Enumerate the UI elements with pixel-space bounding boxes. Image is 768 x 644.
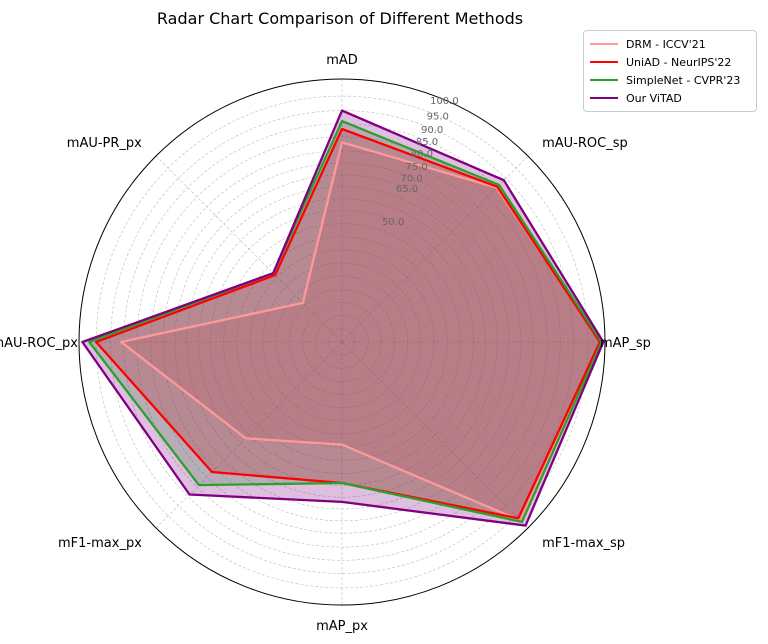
legend-swatch-simplenet — [590, 79, 618, 81]
legend-label-uniad: UniAD - NeurIPS'22 — [626, 55, 732, 69]
grid-ring — [328, 328, 356, 356]
radar-series — [81, 109, 605, 527]
radial-tick-label: 80.0 — [411, 149, 433, 160]
grid-ring — [223, 223, 461, 461]
axis-label-6: mAU-ROC_px — [0, 336, 78, 351]
legend-label-vitad: Our ViTAD — [626, 91, 682, 105]
series-line-3 — [81, 109, 605, 527]
legend: DRM - ICCV'21 UniAD - NeurIPS'22 SimpleN… — [583, 30, 757, 112]
axis-label-5: mF1-max_px — [58, 536, 142, 551]
axis-label-4: mAP_px — [316, 619, 368, 634]
outer-ring — [78, 78, 606, 606]
axis-label-1: mAU-ROC_sp — [542, 136, 628, 151]
legend-label-simplenet: SimpleNet - CVPR'23 — [626, 73, 741, 87]
radial-tick-label: 90.0 — [421, 125, 443, 136]
radar-axis-labels: mAD mAU-ROC_sp mAP_sp mF1-max_sp mAP_px mF1-m… — [0, 53, 651, 634]
legend-item-drm: DRM - ICCV'21 — [590, 35, 750, 53]
legend-swatch-drm — [590, 43, 618, 45]
radial-tick-label: 95.0 — [427, 112, 449, 123]
legend-item-uniad: UniAD - NeurIPS'22 — [590, 53, 750, 71]
axis-label-3: mF1-max_sp — [542, 536, 625, 551]
radar-tick-labels: 50.0 65.070.075.0 80.085.090.0 95.0 100.0 — [382, 96, 459, 228]
radial-tick-label: 50.0 — [382, 217, 404, 228]
radial-tick-label: 75.0 — [405, 162, 427, 173]
legend-swatch-uniad — [590, 61, 618, 63]
radial-tick-label: 85.0 — [416, 137, 438, 148]
radar-grid — [78, 78, 606, 606]
grid-spoke — [155, 155, 343, 343]
grid-ring — [302, 302, 382, 382]
legend-item-simplenet: SimpleNet - CVPR'23 — [590, 71, 750, 89]
axis-label-0: mAD — [326, 53, 358, 68]
radial-tick-label: 70.0 — [400, 173, 422, 184]
grid-spoke — [341, 341, 529, 529]
grid-ring — [162, 162, 522, 522]
chart-title: Radar Chart Comparison of Different Meth… — [157, 9, 523, 28]
series-area-0 — [121, 142, 602, 521]
axis-label-2: mAP_sp — [600, 336, 651, 351]
grid-spoke — [155, 341, 343, 529]
axis-label-7: mAU-PR_px — [67, 136, 142, 151]
grid-ring — [262, 262, 422, 422]
grid-spoke — [341, 155, 529, 343]
legend-swatch-vitad — [590, 97, 618, 99]
radial-tick-label: 65.0 — [396, 184, 418, 195]
grid-ring — [198, 198, 486, 486]
legend-label-drm: DRM - ICCV'21 — [626, 37, 706, 51]
series-area-2 — [89, 121, 602, 522]
series-area-3 — [82, 110, 604, 526]
legend-item-vitad: Our ViTAD — [590, 89, 750, 107]
radial-tick-label: 100.0 — [430, 96, 459, 107]
